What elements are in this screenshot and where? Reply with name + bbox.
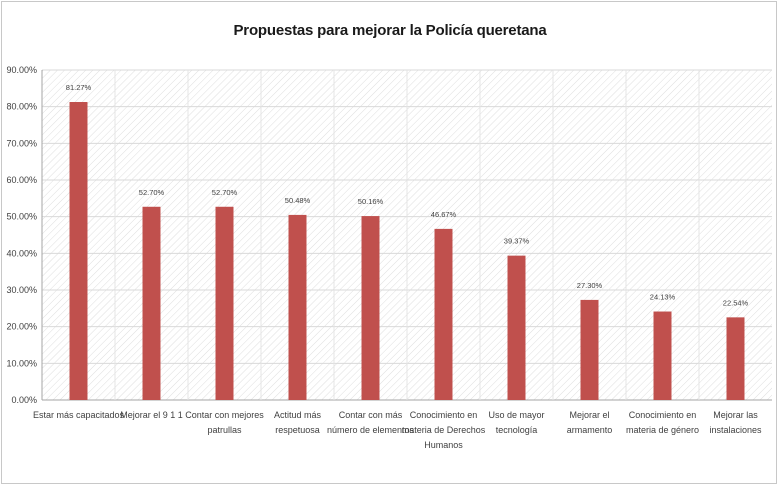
bar <box>726 317 745 400</box>
y-tick-label: 70.00% <box>6 138 37 148</box>
x-tick-label: Mejorar el 9 1 1 <box>120 410 183 420</box>
data-label: 39.37% <box>504 237 530 246</box>
x-tick-label: Mejorar las instalaciones <box>709 410 762 435</box>
data-label: 50.48% <box>285 196 311 205</box>
data-label: 24.13% <box>650 293 676 302</box>
x-tick-label: Uso de mayor tecnología <box>488 410 544 435</box>
x-tick-label: Conocimiento en materia de género <box>626 410 699 435</box>
chart-title: Propuestas para mejorar la Policía quere… <box>233 22 547 39</box>
data-label: 81.27% <box>66 83 92 92</box>
y-tick-label: 90.00% <box>6 65 37 75</box>
y-tick-label: 10.00% <box>6 358 37 368</box>
data-label: 27.30% <box>577 281 603 290</box>
x-tick-label: Mejorar el armamento <box>567 410 613 435</box>
x-tick-label: Actitud más respetuosa <box>274 410 322 435</box>
x-tick-label: Contar con más número de elementos <box>327 410 415 435</box>
bar <box>434 228 453 400</box>
gridlines <box>42 69 772 401</box>
y-axis: 0.00% 10.00% 20.00% 30.00% 40.00% 50.00% 60.00… <box>6 65 43 405</box>
bar <box>580 299 599 400</box>
data-label: 50.16% <box>358 197 384 206</box>
y-tick-label: 50.00% <box>6 212 37 222</box>
data-label: 22.54% <box>723 298 749 307</box>
bar <box>507 255 526 400</box>
y-tick-label: 20.00% <box>6 322 37 332</box>
bar <box>653 311 672 400</box>
bar <box>288 214 307 400</box>
bars-group <box>69 102 745 400</box>
y-tick-label: 60.00% <box>6 175 37 185</box>
y-tick-label: 40.00% <box>6 248 37 258</box>
data-label: 52.70% <box>212 188 238 197</box>
bar <box>69 102 88 400</box>
bar <box>215 206 234 400</box>
y-tick-label: 80.00% <box>6 102 37 112</box>
data-label: 52.70% <box>139 188 165 197</box>
x-tick-label: Conocimiento en materia de Derechos Humano… <box>402 410 486 450</box>
x-tick-label: Estar más capacitados <box>33 410 125 420</box>
bar <box>142 206 161 400</box>
data-label: 46.67% <box>431 210 457 219</box>
data-labels-group: 81.27% 52.70% 52.70% 50.48% 50.16% 46.67% 39.3… <box>66 83 749 307</box>
x-tick-label: Contar con mejores patrullas <box>185 410 264 435</box>
y-tick-label: 30.00% <box>6 285 37 295</box>
y-tick-label: 0.00% <box>11 395 37 405</box>
bar <box>361 216 380 400</box>
